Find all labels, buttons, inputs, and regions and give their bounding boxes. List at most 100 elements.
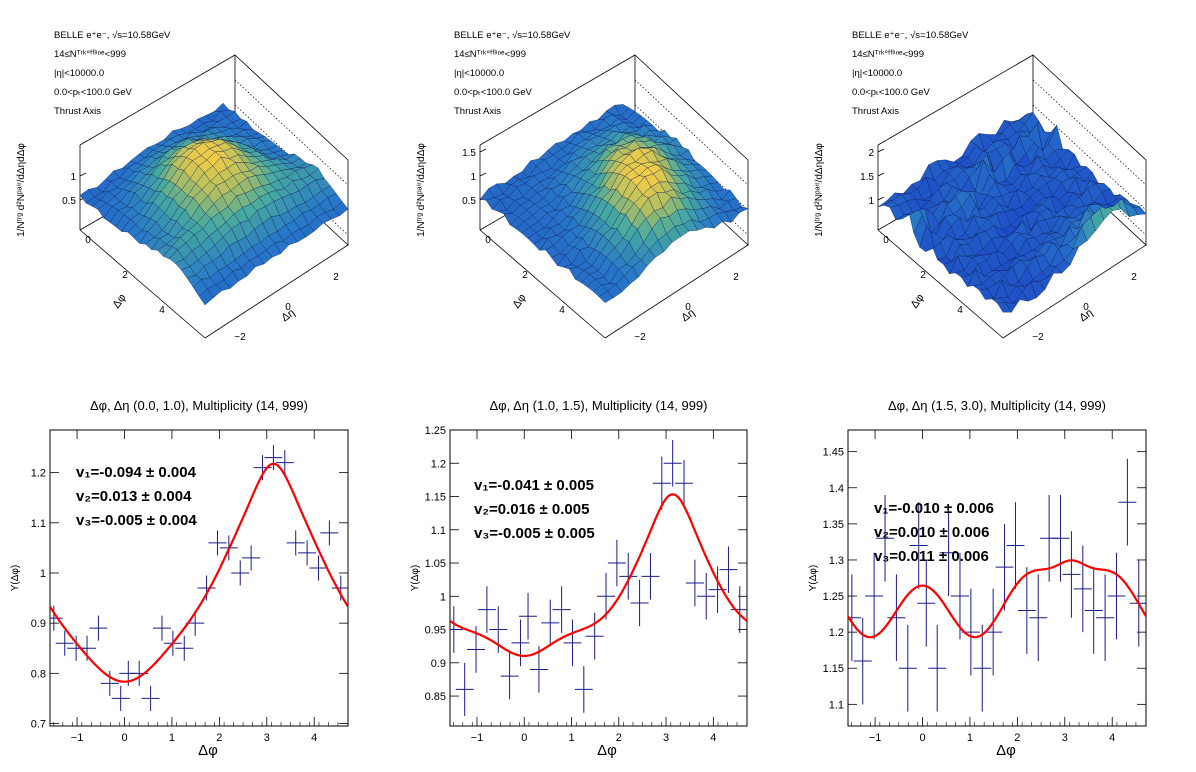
- deta-axis-label: Δη: [1077, 307, 1095, 325]
- z-tick-label-3: 2: [868, 148, 874, 159]
- deta-tick-label-1: −2: [234, 332, 246, 343]
- x-tick-label: 4: [710, 732, 716, 744]
- surface-cell: [614, 104, 630, 117]
- surface-cell: [1012, 113, 1028, 122]
- y-tick-label: 0.9: [31, 618, 46, 630]
- surface-panel-3: BELLE e⁺e⁻, √s=10.58GeV 14≤Nᵀʳᵏ°ᶠᶠˡⁱⁿᵉ<99…: [814, 30, 1147, 343]
- x-axis-label: Δφ: [597, 742, 617, 759]
- y-tick-label: 1.4: [829, 483, 844, 495]
- info-line-5: Thrust Axis: [454, 106, 501, 117]
- y-tick-label: 1: [440, 591, 446, 603]
- y-tick-label: 1.05: [425, 558, 446, 570]
- z-tick-label-2: 1: [470, 172, 476, 183]
- grid-line-1: [1032, 79, 1147, 186]
- y-tick-label: 0.7: [31, 718, 46, 730]
- z-tick-label-3: 1.5: [462, 148, 476, 159]
- y-tick-label: 0.8: [31, 668, 46, 680]
- x-tick-label: 3: [1062, 732, 1068, 744]
- fit-coefficient-v3: v₃=-0.005 ± 0.005: [474, 525, 595, 542]
- dphi-tick-label-3: 4: [559, 305, 565, 316]
- grid-line-1: [634, 79, 749, 186]
- y-tick-label: 1.3: [829, 555, 844, 567]
- dphi-axis-label: Δφ: [110, 292, 128, 311]
- y-tick-label: 1.2: [431, 458, 446, 470]
- fit-coefficient-v1: v₁=-0.010 ± 0.006: [874, 500, 994, 517]
- y-tick-label: 1.35: [823, 519, 844, 531]
- dphi-tick-label-2: 2: [522, 270, 528, 281]
- x-tick-label: 0: [121, 732, 127, 744]
- z-tick-3: [877, 148, 885, 153]
- info-line-3: |η|<10000.0: [54, 68, 104, 79]
- x-tick-label: 3: [264, 732, 270, 744]
- fit-chart-3: Δφ, Δη (1.5, 3.0), Multiplicity (14, 999…: [808, 398, 1147, 759]
- dphi-axis-line: [479, 229, 606, 339]
- info-line-4: 0.0<pₜ<100.0 GeV: [454, 87, 532, 98]
- x-tick-label: 2: [216, 732, 222, 744]
- x-tick-label: 0: [919, 732, 925, 744]
- z-axis-label: 1/Nᵗʳᵍ d²Nᵖᵃⁱʳ/dΔηdΔφ: [16, 143, 27, 237]
- deta-tick-label-2: 0: [685, 302, 691, 313]
- x-axis-label: Δφ: [198, 742, 218, 759]
- info-line-1: BELLE e⁺e⁻, √s=10.58GeV: [54, 30, 171, 41]
- z-tick-2: [79, 172, 87, 177]
- info-line-2: 14≤Nᵀʳᵏ°ᶠᶠˡⁱⁿᵉ<999: [54, 49, 126, 60]
- deta-tick-label-1: −2: [1032, 332, 1044, 343]
- y-tick-label: 0.9: [431, 658, 446, 670]
- x-tick-label: 1: [967, 732, 973, 744]
- deta-axis-line: [1002, 244, 1147, 339]
- plot-frame: [49, 429, 349, 727]
- info-line-2: 14≤Nᵀʳᵏ°ᶠᶠˡⁱⁿᵉ<999: [852, 49, 924, 60]
- x-tick-label: −1: [869, 732, 882, 744]
- deta-axis-label: Δη: [279, 307, 297, 325]
- info-line-4: 0.0<pₜ<100.0 GeV: [852, 87, 930, 98]
- surface-mesh: [79, 102, 349, 306]
- dphi-tick-label-2: 2: [920, 270, 926, 281]
- dphi-tick-label-3: 4: [957, 305, 963, 316]
- fit-coefficient-v3: v₃=-0.005 ± 0.004: [76, 512, 197, 529]
- z-tick-label-2: 1.5: [860, 172, 874, 183]
- info-line-4: 0.0<pₜ<100.0 GeV: [54, 87, 132, 98]
- fit-coefficient-v3: v₃=0.011 ± 0.006: [874, 548, 989, 565]
- y-tick-label: 1: [40, 568, 46, 580]
- z-tick-1: [877, 196, 885, 201]
- grid-line-2: [1032, 104, 1147, 211]
- y-tick-label: 1.2: [31, 468, 46, 480]
- z-tick-label-1: 1: [868, 196, 874, 207]
- data-points: [848, 458, 1146, 712]
- fit-coefficient-v2: v₂=0.016 ± 0.005: [474, 501, 589, 518]
- deta-axis-label: Δη: [679, 307, 697, 325]
- back-wall-top-edge: [479, 54, 636, 146]
- z-tick-label-2: 1: [70, 172, 76, 183]
- deta-tick-label-2: 0: [285, 302, 291, 313]
- y-axis-label: Y(Δφ): [410, 565, 421, 592]
- x-tick-label: 4: [1109, 732, 1115, 744]
- x-tick-label: 0: [521, 732, 527, 744]
- x-tick-label: 3: [663, 732, 669, 744]
- surface-panel-2: BELLE e⁺e⁻, √s=10.58GeV 14≤Nᵀʳᵏ°ᶠᶠˡⁱⁿᵉ<99…: [416, 30, 749, 343]
- grid-line-1: [234, 79, 349, 186]
- x-tick-label: −1: [471, 732, 484, 744]
- y-tick-label: 1.1: [829, 699, 844, 711]
- plot-frame: [847, 429, 1147, 727]
- x-tick-label: −1: [71, 732, 84, 744]
- dphi-axis-label: Δφ: [510, 292, 528, 311]
- z-axis-label: 1/Nᵗʳᵍ d²Nᵖᵃⁱʳ/dΔηdΔφ: [416, 143, 427, 237]
- surface-mesh: [479, 104, 749, 303]
- fit-chart-1: Δφ, Δη (0.0, 1.0), Multiplicity (14, 999…: [10, 398, 349, 759]
- x-tick-label: 2: [616, 732, 622, 744]
- z-axis-label: 1/Nᵗʳᵍ d²Nᵖᵃⁱʳ/dΔηdΔφ: [814, 143, 825, 237]
- y-tick-label: 1.25: [425, 425, 446, 437]
- y-tick-label: 0.85: [425, 691, 446, 703]
- x-tick-label: 4: [311, 732, 317, 744]
- dphi-tick-label-2: 2: [122, 270, 128, 281]
- dphi-axis-line: [877, 229, 1004, 339]
- surface-panel-1: BELLE e⁺e⁻, √s=10.58GeV 14≤Nᵀʳᵏ°ᶠᶠˡⁱⁿᵉ<99…: [16, 30, 349, 343]
- info-line-1: BELLE e⁺e⁻, √s=10.58GeV: [454, 30, 571, 41]
- info-line-5: Thrust Axis: [54, 106, 101, 117]
- y-tick-label: 1.25: [823, 591, 844, 603]
- surface-cell: [214, 102, 230, 112]
- info-line-3: |η|<10000.0: [852, 68, 902, 79]
- info-line-2: 14≤Nᵀʳᵏ°ᶠᶠˡⁱⁿᵉ<999: [454, 49, 526, 60]
- dphi-tick-label-3: 4: [159, 305, 165, 316]
- dphi-axis-label: Δφ: [908, 292, 926, 311]
